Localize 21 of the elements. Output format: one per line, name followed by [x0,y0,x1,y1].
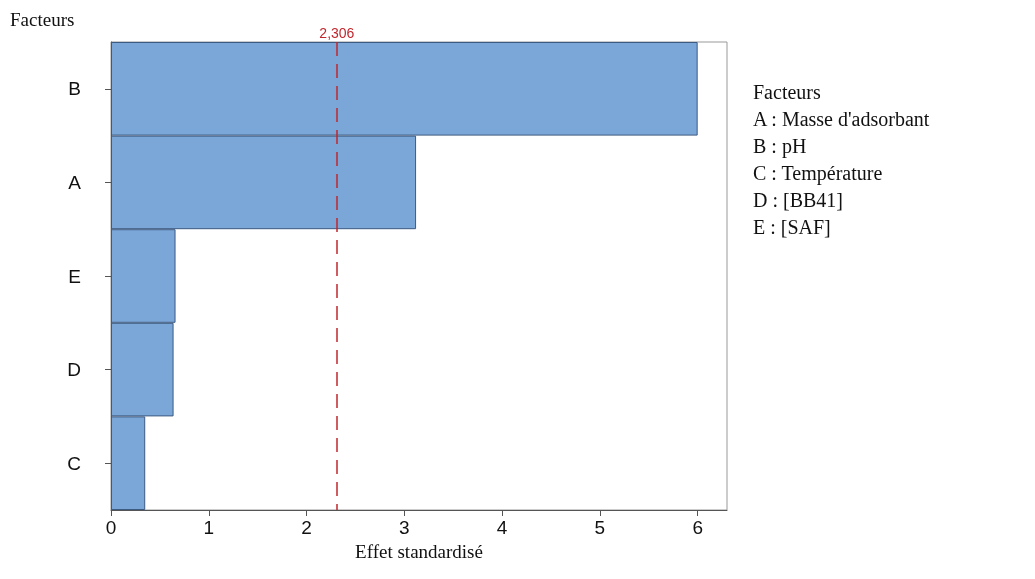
x-tick-label: 0 [105,517,117,538]
x-tick-label: 5 [594,517,606,538]
x-tick-label: 6 [692,517,703,538]
ref-line-label: 2,306 [319,25,355,41]
x-tick-label: 1 [203,517,215,538]
text: D : [BB41] [753,189,843,211]
y-tick-label: C [67,452,81,474]
text: A : Masse d'adsorbant [753,108,930,130]
text: B : pH [753,135,807,158]
y-tick-label: E [68,265,81,287]
y-axis-title: Facteurs [10,9,75,30]
text: E : [SAF] [753,216,831,238]
y-tick-label: B [68,78,81,100]
y-tick-label: A [68,171,82,193]
text: C : Température [753,162,883,185]
text: Facteurs [753,81,821,103]
y-tick-label: D [67,359,81,381]
x-axis-title: Effet standardisé [355,540,483,562]
x-tick-label: 4 [496,517,508,538]
x-tick-label: 3 [399,517,410,538]
x-tick-label: 2 [301,517,312,538]
